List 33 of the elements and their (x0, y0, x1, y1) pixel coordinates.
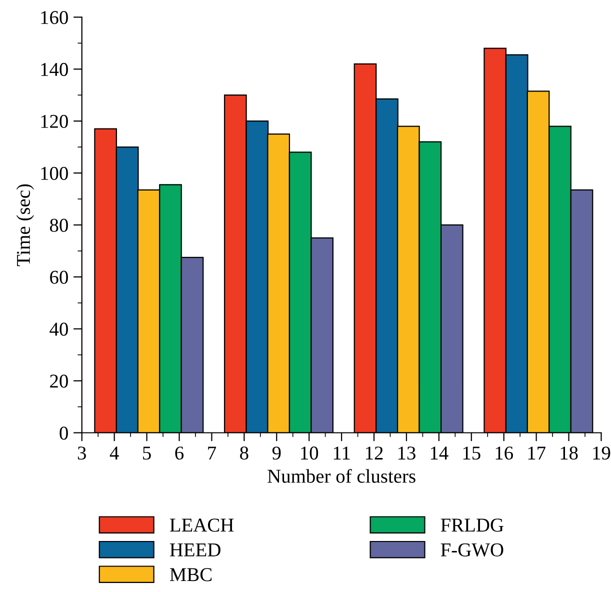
y-axis-title: Time (sec) (16, 184, 34, 266)
y-tick-label: 60 (50, 270, 68, 284)
y-tick-label: 40 (50, 322, 68, 336)
x-tick-label: 12 (366, 446, 383, 460)
x-axis-title: Number of clusters (268, 468, 416, 483)
x-tick-label: 7 (208, 446, 216, 460)
legend-label: MBC (170, 568, 212, 582)
x-tick-label: 16 (496, 446, 513, 460)
x-tick-label: 18 (560, 446, 578, 460)
y-tick-label: 0 (60, 426, 68, 440)
y-tick-label: 20 (50, 374, 68, 388)
x-tick-label: 4 (110, 446, 119, 460)
x-tick-label: 6 (175, 446, 184, 460)
x-tick-label: 10 (301, 446, 318, 460)
x-tick-label: 5 (143, 446, 151, 460)
legend-label: FRLDG (440, 518, 504, 532)
x-tick-label: 8 (240, 446, 248, 460)
legend-label: HEED (170, 544, 220, 556)
y-tick-label: 100 (41, 166, 68, 180)
legend-label: LEACH (170, 518, 234, 532)
x-tick-label: 11 (334, 446, 350, 460)
x-tick-label: 17 (528, 446, 546, 460)
x-tick-label: 15 (463, 446, 480, 460)
y-tick-label: 80 (50, 218, 68, 232)
x-tick-label: 14 (430, 446, 448, 460)
y-tick-label: 160 (41, 10, 68, 24)
x-tick-label: 3 (78, 446, 86, 460)
x-tick-label: 13 (398, 446, 416, 460)
y-tick-label: 140 (41, 62, 68, 76)
legend-label: F-GWO (440, 543, 504, 557)
x-tick-label: 9 (272, 446, 281, 460)
y-tick-label: 120 (41, 114, 68, 128)
x-tick-label: 19 (593, 446, 610, 460)
